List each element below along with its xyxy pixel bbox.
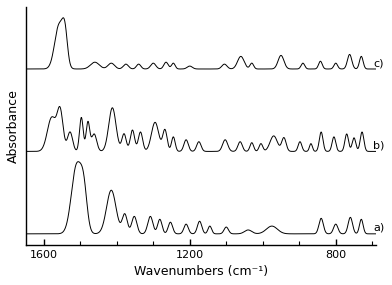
Text: b): b) — [373, 141, 385, 150]
Text: c): c) — [373, 58, 384, 68]
Text: a): a) — [373, 223, 385, 233]
X-axis label: Wavenumbers (cm⁻¹): Wavenumbers (cm⁻¹) — [134, 265, 268, 278]
Y-axis label: Absorbance: Absorbance — [7, 89, 20, 163]
